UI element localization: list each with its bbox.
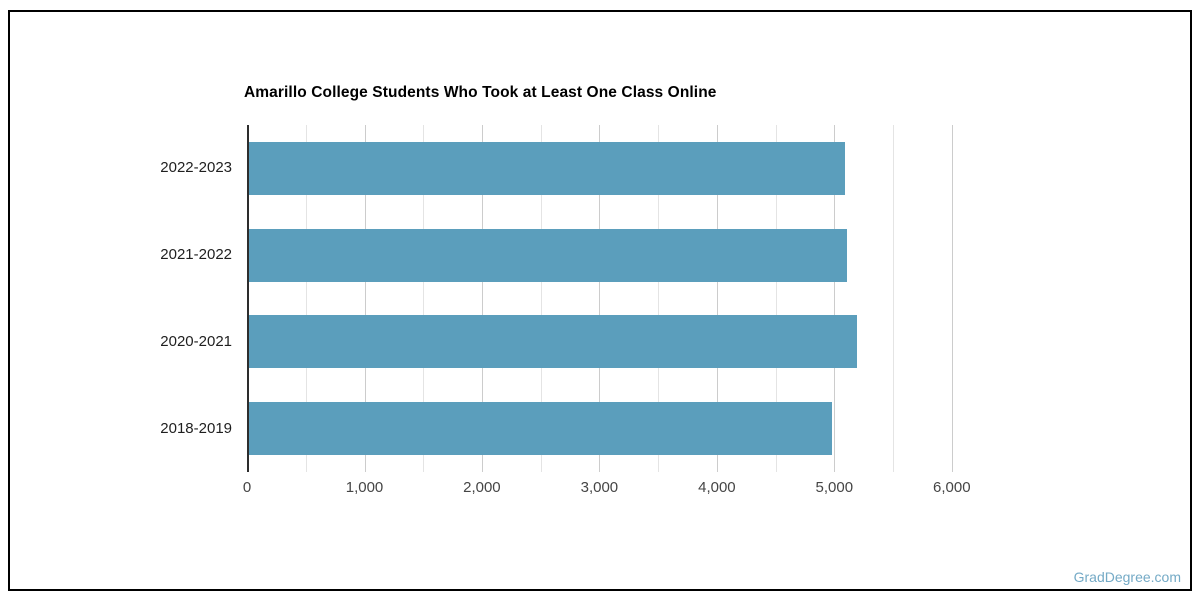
gridline-minor: [540, 125, 542, 472]
x-tick-label: 6,000: [933, 479, 971, 496]
x-tick-label: 2,000: [463, 479, 501, 496]
gridline-major: [364, 125, 366, 472]
gridline-major: [481, 125, 483, 472]
gridline-major: [716, 125, 718, 472]
gridline-minor: [305, 125, 307, 472]
x-tick-label: 3,000: [580, 479, 619, 496]
category-label: 2020-2021: [160, 332, 232, 350]
category-label: 2022-2023: [160, 159, 232, 177]
gridline-minor: [658, 125, 660, 472]
plot-area: 0 1,000 2,000 3,000 4,000 5,000 6,000 2022-2023…: [160, 125, 980, 496]
bar-2021-2022: [249, 228, 847, 282]
gridline-minor: [423, 125, 425, 472]
x-tick-label: 0: [242, 479, 252, 496]
bar-2018-2019: [249, 402, 833, 456]
chart-title: Amarillo College Students Who Took at Le…: [244, 84, 717, 101]
chart-frame: Amarillo College Students Who Took at Le…: [8, 10, 1192, 591]
x-tick-label: 5,000: [815, 479, 854, 496]
gridline-major: [951, 125, 953, 472]
bar-2022-2023: [249, 141, 846, 195]
gridline-major: [834, 125, 836, 472]
gridline-major: [599, 125, 601, 472]
x-tick-label: 1,000: [345, 479, 384, 496]
gridline-minor: [775, 125, 777, 472]
category-label: 2021-2022: [160, 246, 232, 264]
x-tick-label: 4,000: [698, 479, 736, 496]
y-axis-line: [247, 125, 249, 472]
bar-2020-2021: [249, 315, 858, 369]
watermark-link[interactable]: GradDegree.com: [1073, 569, 1181, 585]
category-label: 2018-2019: [160, 419, 232, 437]
gridline-minor: [893, 125, 895, 472]
